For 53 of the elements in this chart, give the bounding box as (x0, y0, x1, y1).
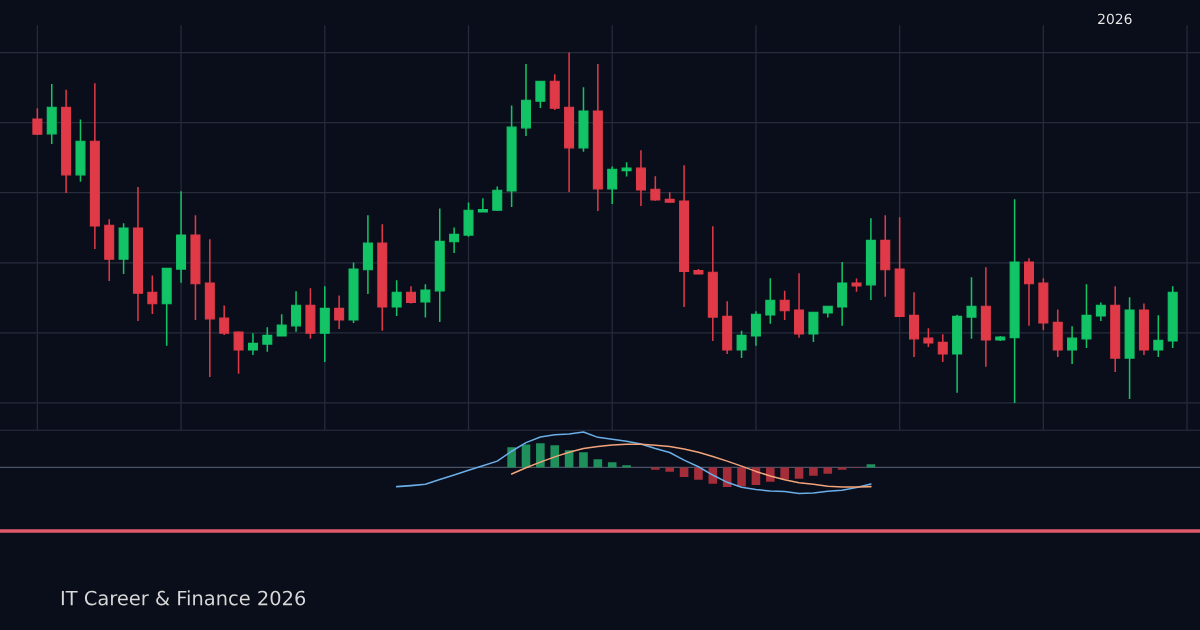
bar (607, 462, 617, 468)
bar (507, 447, 516, 468)
bar (809, 467, 818, 476)
bar (837, 467, 847, 470)
candlestick (794, 272, 805, 339)
candlestick (923, 327, 934, 348)
candlestick (219, 304, 230, 336)
candlestick (291, 290, 302, 333)
candlestick (1067, 325, 1078, 365)
candlestick (391, 279, 402, 317)
candlestick (635, 149, 646, 207)
candlestick (808, 311, 819, 343)
bar (536, 443, 545, 468)
candlestick (736, 330, 747, 359)
candlestick (147, 274, 158, 315)
bar (593, 459, 603, 468)
bar (737, 467, 746, 487)
bar (665, 467, 675, 472)
candlestick (1081, 283, 1092, 349)
candlestick (966, 276, 977, 340)
candlestick (765, 277, 776, 325)
candlestick (276, 313, 287, 337)
candlestick (607, 165, 618, 205)
text: IT Career & Finance 2026 (61, 590, 306, 606)
candlestick (262, 326, 273, 353)
bar (694, 467, 703, 480)
candlestick (1095, 301, 1106, 322)
text: 2026 (1098, 13, 1132, 25)
candlestick (334, 294, 345, 330)
candlestick (909, 291, 920, 358)
candlestick (779, 290, 790, 321)
candlestick (937, 333, 948, 363)
bar (823, 467, 833, 474)
candlestick (247, 332, 258, 356)
bar (780, 467, 789, 480)
bar (550, 445, 560, 468)
candlestick (477, 197, 488, 213)
candlestick (492, 185, 503, 212)
candlestick (32, 107, 43, 136)
bar (794, 467, 804, 479)
candlestick (837, 261, 848, 327)
candlestick (420, 283, 431, 319)
bar (679, 467, 689, 478)
candlestick (233, 330, 244, 375)
candlestick (1153, 314, 1164, 358)
candlestick (650, 175, 661, 202)
candlestick (449, 226, 460, 254)
candlestick (535, 80, 546, 109)
bar (651, 467, 660, 470)
bar (579, 452, 588, 468)
candlestick (750, 310, 761, 347)
bar (622, 465, 631, 468)
candlestick (1023, 257, 1034, 327)
